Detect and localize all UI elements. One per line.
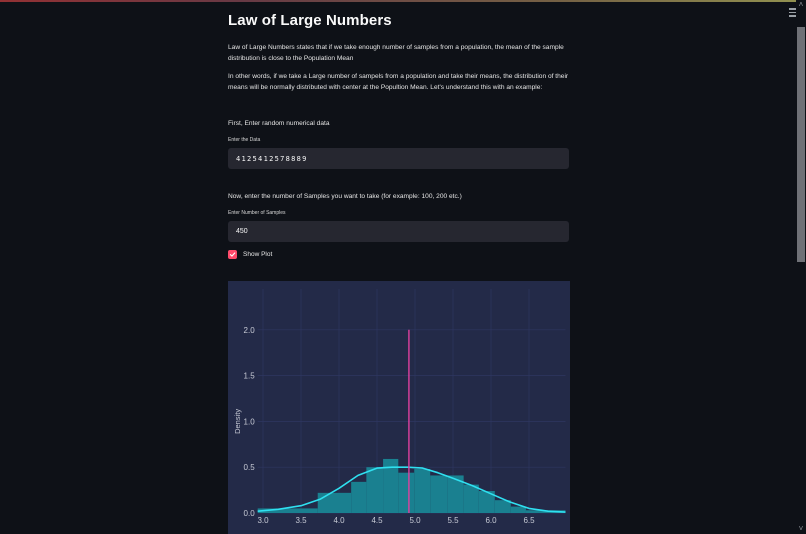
x-tick-label: 3.0 xyxy=(257,516,269,525)
x-tick-label: 6.0 xyxy=(485,516,497,525)
intro-paragraph-1: Law of Large Numbers states that if we t… xyxy=(228,44,564,62)
histogram-bar xyxy=(383,458,399,513)
page-scrollbar[interactable]: ˄ ˅ xyxy=(796,0,806,534)
histogram-bar xyxy=(366,467,384,513)
y-tick-label: 2.0 xyxy=(244,326,256,335)
histogram-bar xyxy=(510,506,526,513)
chart-canvas: 3.0 3.5 4.0 4.5 5.0 5.5 6.0 6.5 0.0 0.5 1.0 1.5 2.0 D… xyxy=(233,289,566,525)
hamburger-menu-icon[interactable] xyxy=(789,8,799,18)
step-1-text: First, Enter random numerical data xyxy=(228,120,330,127)
y-tick-label: 1.0 xyxy=(244,417,256,426)
checkmark-icon[interactable] xyxy=(228,250,237,259)
scroll-up-icon[interactable]: ˄ xyxy=(798,0,804,9)
x-tick-label: 5.0 xyxy=(409,516,421,525)
histogram-bar xyxy=(257,508,318,513)
density-histogram-chart: 3.0 3.5 4.0 4.5 5.0 5.5 6.0 6.5 0.0 0.5 1.0 1.5 2.0 D… xyxy=(228,281,570,534)
page-title: Law of Large Numbers xyxy=(228,12,392,29)
step-2-text: Now, enter the number of Samples you wan… xyxy=(228,193,462,200)
histogram-bar xyxy=(447,475,464,513)
y-tick-label: 0.5 xyxy=(244,463,256,472)
top-decoration-bar xyxy=(0,0,806,2)
y-tick-label: 1.5 xyxy=(244,372,256,381)
y-axis-label: Density xyxy=(233,409,242,434)
histogram-bar xyxy=(317,492,352,513)
y-tick-label: 0.0 xyxy=(244,509,256,518)
histogram-bar xyxy=(398,472,415,513)
data-input-label: Enter the Data xyxy=(228,137,261,143)
samples-input[interactable] xyxy=(228,221,569,242)
scrollbar-thumb[interactable] xyxy=(797,27,805,262)
histogram-bar xyxy=(478,491,495,513)
histogram-bar xyxy=(463,484,479,513)
x-tick-label: 3.5 xyxy=(295,516,307,525)
histogram-bar xyxy=(414,469,431,513)
data-input[interactable] xyxy=(228,148,569,169)
intro-paragraph-2: In other words, if we take a Large numbe… xyxy=(228,73,569,91)
samples-input-label: Enter Number of Samples xyxy=(228,210,286,216)
histogram-bar xyxy=(430,475,448,513)
show-plot-checkbox[interactable]: Show Plot xyxy=(228,250,272,259)
scroll-down-icon[interactable]: ˅ xyxy=(798,524,804,533)
x-tick-label: 5.5 xyxy=(447,516,459,525)
histogram-bar xyxy=(351,481,367,513)
x-tick-label: 4.0 xyxy=(333,516,345,525)
x-tick-label: 6.5 xyxy=(523,516,535,525)
show-plot-label: Show Plot xyxy=(243,251,273,258)
histogram-bar xyxy=(494,500,511,513)
kde-curve xyxy=(257,466,566,513)
x-tick-label: 4.5 xyxy=(371,516,383,525)
